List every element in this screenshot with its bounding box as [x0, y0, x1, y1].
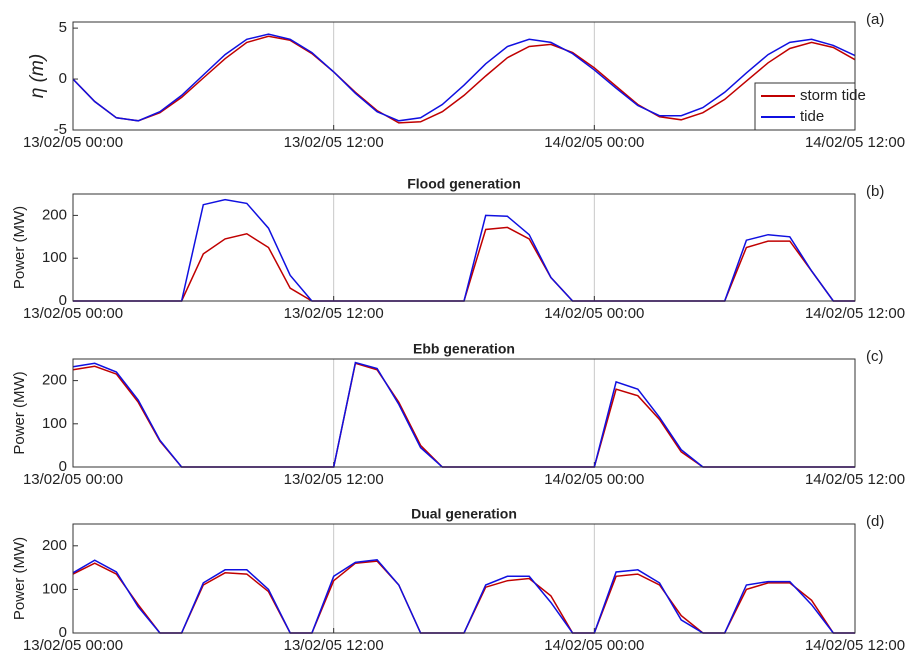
- y-axis-label: Power (MW): [11, 371, 28, 454]
- y-tick-label: 0: [59, 292, 67, 309]
- y-tick-label: 100: [42, 415, 67, 432]
- panel-label: (d): [866, 513, 884, 530]
- x-tick-label: 14/02/05 00:00: [544, 471, 644, 488]
- x-tick-label: 13/02/05 00:00: [23, 134, 123, 151]
- x-tick-label: 13/02/05 00:00: [23, 637, 123, 654]
- series-line: [72, 33, 856, 122]
- axes-box: [72, 193, 856, 302]
- subplot-title: Ebb generation: [413, 341, 515, 357]
- panel-label: (b): [866, 183, 884, 200]
- y-tick-label: 100: [42, 249, 67, 266]
- plot-area: [73, 22, 855, 130]
- panel-label: (c): [866, 348, 884, 365]
- x-tick-label: 13/02/05 12:00: [284, 134, 384, 151]
- y-tick-label: 0: [59, 624, 67, 641]
- x-tick-label: 14/02/05 12:00: [805, 305, 905, 322]
- y-tick-label: 200: [42, 537, 67, 554]
- subplot-title: Dual generation: [411, 506, 517, 522]
- x-tick-label: 14/02/05 12:00: [805, 134, 905, 151]
- axes-box: [72, 21, 856, 131]
- x-tick-label: 14/02/05 12:00: [805, 471, 905, 488]
- y-tick-label: 200: [42, 372, 67, 389]
- plot-area: [73, 194, 855, 301]
- plot-area: [73, 359, 855, 467]
- x-tick-label: 14/02/05 00:00: [544, 134, 644, 151]
- legend-label: storm tide: [800, 87, 866, 104]
- x-tick-label: 13/02/05 12:00: [284, 305, 384, 322]
- legend-label: tide: [800, 108, 824, 125]
- x-tick-label: 14/02/05 00:00: [544, 305, 644, 322]
- plot-area: [73, 524, 855, 633]
- axes-box: [72, 523, 856, 634]
- x-tick-label: 13/02/05 00:00: [23, 471, 123, 488]
- panel-label: (a): [866, 11, 884, 28]
- x-tick-label: 14/02/05 12:00: [805, 637, 905, 654]
- axes-box: [72, 358, 856, 468]
- x-tick-label: 14/02/05 00:00: [544, 637, 644, 654]
- subplot-title: Flood generation: [407, 176, 521, 192]
- legend-box: [754, 82, 856, 131]
- y-tick-label: 0: [59, 70, 67, 87]
- x-tick-label: 13/02/05 12:00: [284, 471, 384, 488]
- x-tick-label: 13/02/05 00:00: [23, 305, 123, 322]
- y-tick-label: 5: [59, 19, 67, 36]
- y-axis-label: η (m): [27, 54, 48, 98]
- series-line: [72, 35, 856, 124]
- y-tick-label: 200: [42, 206, 67, 223]
- y-axis-label: Power (MW): [11, 537, 28, 620]
- y-axis-label: Power (MW): [11, 206, 28, 289]
- y-tick-label: -5: [54, 121, 67, 138]
- y-tick-label: 0: [59, 458, 67, 475]
- y-tick-label: 100: [42, 580, 67, 597]
- x-tick-label: 13/02/05 12:00: [284, 637, 384, 654]
